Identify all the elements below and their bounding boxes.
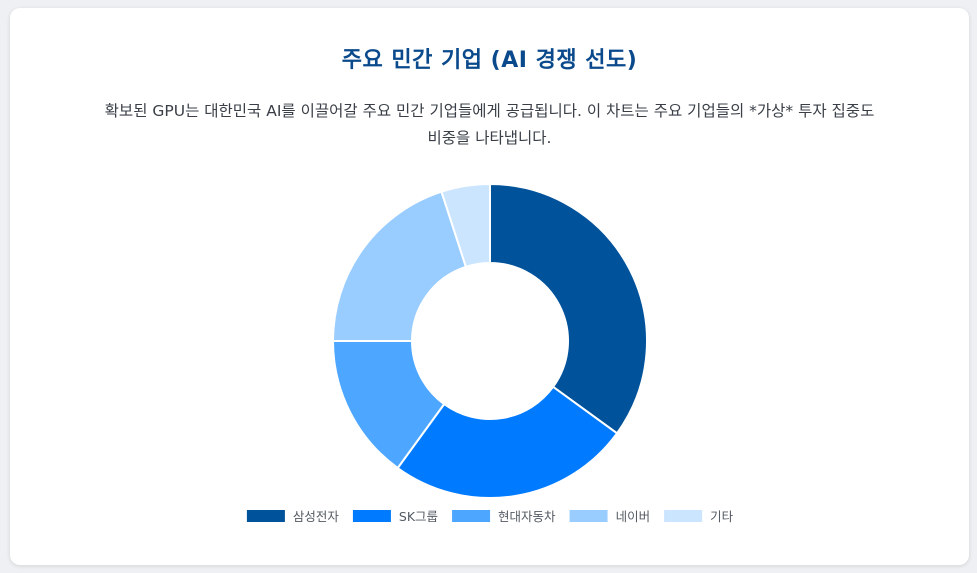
doughnut-slice-4[interactable] bbox=[331, 190, 468, 342]
doughnut-slice-3[interactable] bbox=[331, 340, 446, 470]
chart-card: 주요 민간 기업 (AI 경쟁 선도) 확보된 GPU는 대한민국 AI를 이끌… bbox=[10, 8, 969, 565]
legend-swatch-5[interactable] bbox=[664, 510, 703, 522]
legend-swatch-3[interactable] bbox=[452, 510, 491, 522]
chart-description-line-1: 확보된 GPU는 대한민국 AI를 이끌어갈 주요 민간 기업들에게 공급됩니다… bbox=[104, 102, 875, 120]
legend-label-1[interactable]: 삼성전자 bbox=[293, 509, 340, 524]
legend-swatch-1[interactable] bbox=[246, 510, 285, 522]
doughnut-slice-5[interactable] bbox=[440, 182, 491, 269]
doughnut-slice-1[interactable] bbox=[489, 182, 648, 435]
chart-description-line-2: 비중을 나타냅니다. bbox=[427, 129, 552, 147]
chart-legend: 삼성전자 SK그룹 현대자동차 네이버 기타 bbox=[246, 509, 734, 524]
legend-swatch-2[interactable] bbox=[352, 510, 391, 522]
legend-label-2[interactable]: SK그룹 bbox=[399, 509, 438, 524]
legend-label-4[interactable]: 네이버 bbox=[616, 509, 651, 524]
legend-swatch-4[interactable] bbox=[569, 510, 608, 522]
doughnut-chart: 삼성전자 SK그룹 현대자동차 네이버 기타 bbox=[246, 182, 734, 524]
chart-title: 주요 민간 기업 (AI 경쟁 선도) bbox=[341, 48, 638, 73]
legend-label-3[interactable]: 현대자동차 bbox=[498, 509, 556, 524]
chart-description: 확보된 GPU는 대한민국 AI를 이끌어갈 주요 민간 기업들에게 공급됩니다… bbox=[40, 98, 939, 152]
doughnut-slice-2[interactable] bbox=[396, 385, 619, 499]
legend-label-5[interactable]: 기타 bbox=[710, 509, 734, 524]
chart-slices bbox=[331, 182, 648, 499]
